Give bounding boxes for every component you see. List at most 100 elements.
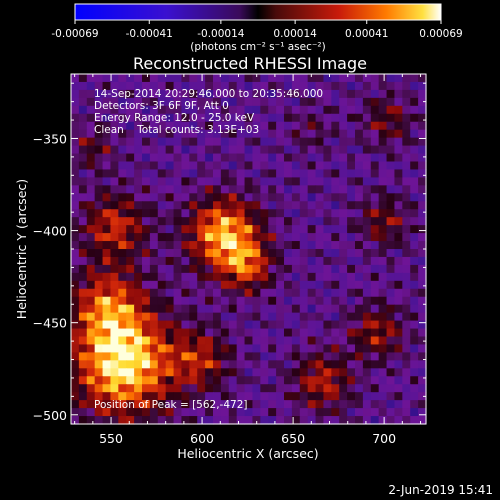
heatmap-cell [315,121,325,131]
heatmap-cell [102,201,112,210]
heatmap-cell [71,121,80,131]
heatmap-cell [315,241,325,250]
heatmap-cell [323,336,332,346]
heatmap-cell [315,201,325,210]
heatmap-cell [134,368,143,377]
heatmap-cell [220,185,230,194]
heatmap-cell [197,312,206,322]
heatmap-cell [323,280,332,290]
heatmap-cell [362,145,372,155]
heatmap-cell [418,97,427,107]
heatmap-cell [220,256,230,266]
heatmap-cell [260,233,269,242]
heatmap-cell [370,185,380,194]
heatmap-cell [94,280,104,290]
heatmap-cell [173,296,183,306]
heatmap-cell [126,81,135,91]
heatmap-cell [386,201,396,210]
heatmap-cell [197,74,206,83]
heatmap-cell [355,264,364,274]
heatmap-cell [323,217,332,226]
heatmap-cell [331,264,340,274]
heatmap-cell [394,209,403,218]
heatmap-cell [418,185,427,194]
heatmap-cell [307,360,317,369]
heatmap-cell [165,400,175,409]
heatmap-cell [299,288,309,298]
heatmap-cell [402,145,411,155]
heatmap-cell [71,376,80,385]
heatmap-cell [394,280,403,290]
heatmap-cell [307,129,317,139]
heatmap-cell [268,384,277,393]
heatmap-cell [197,225,206,234]
heatmap-cell [126,312,135,322]
heatmap-cell [220,320,230,330]
heatmap-cell [244,249,254,258]
heatmap-cell [213,408,222,417]
heatmap-cell [213,137,222,147]
heatmap-cell [197,89,206,99]
heatmap-cell [307,264,317,274]
heatmap-cell [86,304,96,314]
heatmap-cell [102,193,112,202]
heatmap-cell [71,264,80,274]
y-tick-label: −400 [33,224,67,239]
heatmap-cell [142,153,151,163]
heatmap-cell [307,105,317,115]
heatmap-cell [260,328,269,338]
heatmap-cell [110,105,119,115]
heatmap-cell [86,288,96,298]
heatmap-cell [252,376,261,385]
heatmap-cell [118,264,127,274]
heatmap-cell [291,344,301,353]
heatmap-cell [126,336,135,346]
heatmap-cell [134,209,143,218]
heatmap-cell [378,249,388,258]
heatmap-cell [165,360,175,369]
annotation-energy-range: Energy Range: 12.0 - 25.0 keV [94,112,255,124]
heatmap-cell [291,217,301,226]
heatmap-cell [86,296,96,306]
heatmap-cell [110,121,119,131]
heatmap-cell [284,169,293,178]
heatmap-cell [307,392,317,401]
heatmap-cell [86,352,96,361]
heatmap-cell [189,145,198,155]
heatmap-cell [181,97,190,107]
heatmap-cell [126,368,135,377]
heatmap-cell [378,169,388,178]
heatmap-cell [355,129,364,139]
heatmap-cell [378,233,388,242]
heatmap-cell [299,320,309,330]
heatmap-cell [142,352,151,361]
heatmap-cell [244,241,254,250]
heatmap-cell [244,121,254,131]
heatmap-cell [189,249,198,258]
heatmap-cell [386,344,396,353]
heatmap-cell [323,185,332,194]
heatmap-cell [220,169,230,178]
heatmap-cell [252,249,261,258]
heatmap-cell [370,121,380,131]
heatmap-cell [157,74,167,83]
heatmap-cell [173,360,183,369]
heatmap-cell [149,400,159,409]
heatmap-cell [213,89,222,99]
heatmap-cell [362,105,372,115]
heatmap-cell [94,233,104,242]
heatmap-cell [410,137,419,147]
heatmap-cell [157,97,167,107]
heatmap-cell [347,336,356,346]
heatmap-cell [244,264,254,274]
heatmap-cell [86,129,96,139]
heatmap-cell [386,169,396,178]
heatmap-cell [157,264,167,274]
heatmap-cell [236,352,246,361]
heatmap-cell [78,416,88,425]
heatmap-cell [134,352,143,361]
heatmap-cell [102,121,112,131]
heatmap-cell [78,185,88,194]
heatmap-cell [236,105,246,115]
heatmap-cell [213,193,222,202]
